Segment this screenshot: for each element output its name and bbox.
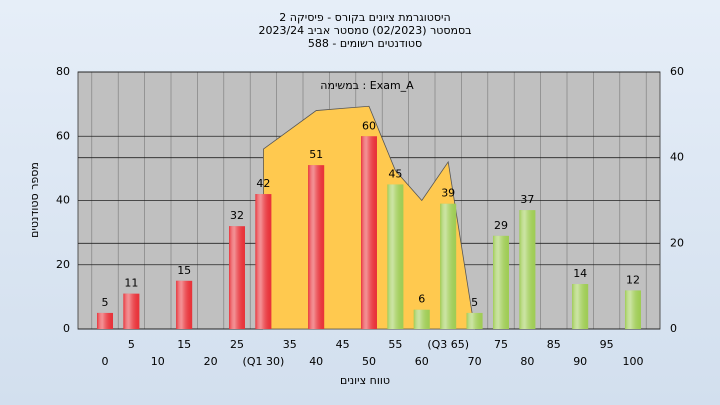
y2-tick-label: 20 xyxy=(670,236,684,249)
value-label: 14 xyxy=(573,267,587,280)
x-tick-label: 75 xyxy=(494,338,508,351)
bar-shade xyxy=(229,226,245,329)
bar-shade xyxy=(361,136,377,329)
value-label: 5 xyxy=(102,296,109,309)
x-tick-label: 40 xyxy=(309,355,323,368)
x-tick-label: 80 xyxy=(520,355,534,368)
y-tick-label: 80 xyxy=(56,65,70,78)
annotation: במשימה : Exam_A xyxy=(320,79,414,92)
y2-tick-label: 40 xyxy=(670,151,684,164)
bar-shade xyxy=(123,293,140,329)
x-axis-title: טווח ציונים xyxy=(340,374,390,387)
y2-tick-label: 0 xyxy=(670,322,677,335)
value-label: 29 xyxy=(494,219,508,232)
bar-shade xyxy=(387,184,404,329)
x-tick-label: 15 xyxy=(177,338,191,351)
bar-shade xyxy=(308,165,325,329)
x-tick-label: 55 xyxy=(388,338,402,351)
x-tick-label: 0 xyxy=(102,355,109,368)
bar-shade xyxy=(176,280,193,329)
x-tick-label: 100 xyxy=(623,355,644,368)
value-label: 12 xyxy=(626,273,640,286)
x-tick-label: 85 xyxy=(547,338,561,351)
value-label: 42 xyxy=(256,177,270,190)
x-tick-label: 50 xyxy=(362,355,376,368)
bar-shade xyxy=(572,284,589,329)
value-label: 6 xyxy=(418,293,425,306)
chart-subtitle: בסמסטר (02/2023) סמסטר אביב 2023/24 xyxy=(258,24,471,37)
y-tick-label: 60 xyxy=(56,129,70,142)
x-tick-label: 45 xyxy=(336,338,350,351)
x-tick-label: 95 xyxy=(600,338,614,351)
y-tick-label: 20 xyxy=(56,258,70,271)
bar-shade xyxy=(466,312,483,329)
value-label: 51 xyxy=(309,148,323,161)
bar-shade xyxy=(440,203,457,329)
value-label: 15 xyxy=(177,264,191,277)
value-label: 11 xyxy=(124,277,138,290)
x-tick-label: 25 xyxy=(230,338,244,351)
x-tick-label: 10 xyxy=(151,355,165,368)
x-tick-label: 35 xyxy=(283,338,297,351)
value-label: 5 xyxy=(471,296,478,309)
value-label: 45 xyxy=(388,167,402,180)
value-label: 39 xyxy=(441,187,455,200)
bar-shade xyxy=(625,290,641,329)
x-tick-label: 90 xyxy=(573,355,587,368)
value-label: 32 xyxy=(230,209,244,222)
x-tick-label: (Q3 65) xyxy=(427,338,469,351)
bar-shade xyxy=(255,194,272,329)
bar-shade xyxy=(413,309,430,329)
y-axis-title: מספר סטודנטים xyxy=(28,162,41,238)
y-tick-label: 0 xyxy=(63,322,70,335)
x-tick-label: 5 xyxy=(128,338,135,351)
bar-shade xyxy=(493,235,509,329)
y-tick-label: 40 xyxy=(56,194,70,207)
x-tick-label: (Q1 30) xyxy=(243,355,285,368)
value-label: 60 xyxy=(362,119,376,132)
x-tick-label: 60 xyxy=(415,355,429,368)
chart-title: היסטוגרמת ציונים בקורס - פיסיקה 2 xyxy=(279,11,450,24)
x-tick-label: 20 xyxy=(204,355,218,368)
x-tick-label: 70 xyxy=(468,355,482,368)
bar-shade xyxy=(519,210,536,329)
y2-tick-label: 60 xyxy=(670,65,684,78)
bar-shade xyxy=(97,312,113,329)
value-label: 37 xyxy=(520,193,534,206)
chart-subtitle: סטודנטים רשומים - 588 xyxy=(308,37,422,50)
